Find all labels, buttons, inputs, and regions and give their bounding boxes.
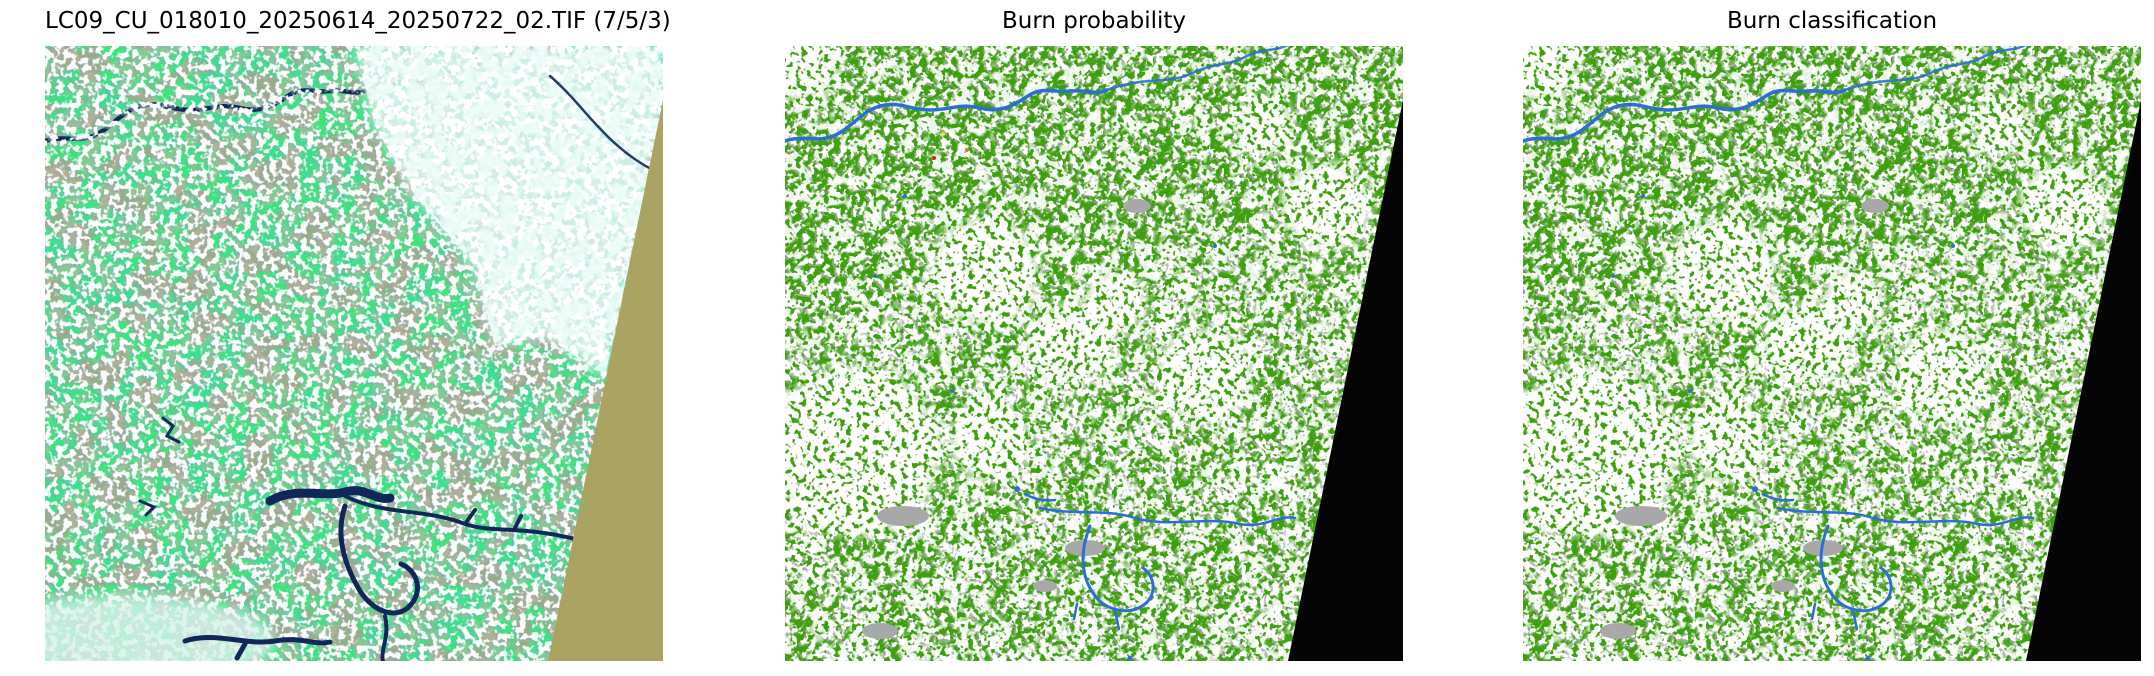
panel-burn-classification-image (1523, 46, 2141, 661)
burn-classification-svg (1523, 46, 2141, 661)
panel-burn-probability-image (785, 46, 1403, 661)
panel-title-composite: LC09_CU_018010_20250614_20250722_02.TIF … (45, 8, 671, 34)
probability-dot-orange (965, 148, 969, 152)
burn-probability-dots (932, 132, 969, 160)
panel-title-burn-probability: Burn probability (1001, 8, 1186, 34)
panel-composite-image (45, 46, 663, 661)
panel-title-burn-classification: Burn classification (1726, 8, 1938, 34)
probability-dot-red (932, 156, 936, 160)
burn-probability-svg (785, 46, 1403, 661)
probability-dot-yellow (941, 132, 945, 136)
composite-svg (45, 46, 663, 661)
